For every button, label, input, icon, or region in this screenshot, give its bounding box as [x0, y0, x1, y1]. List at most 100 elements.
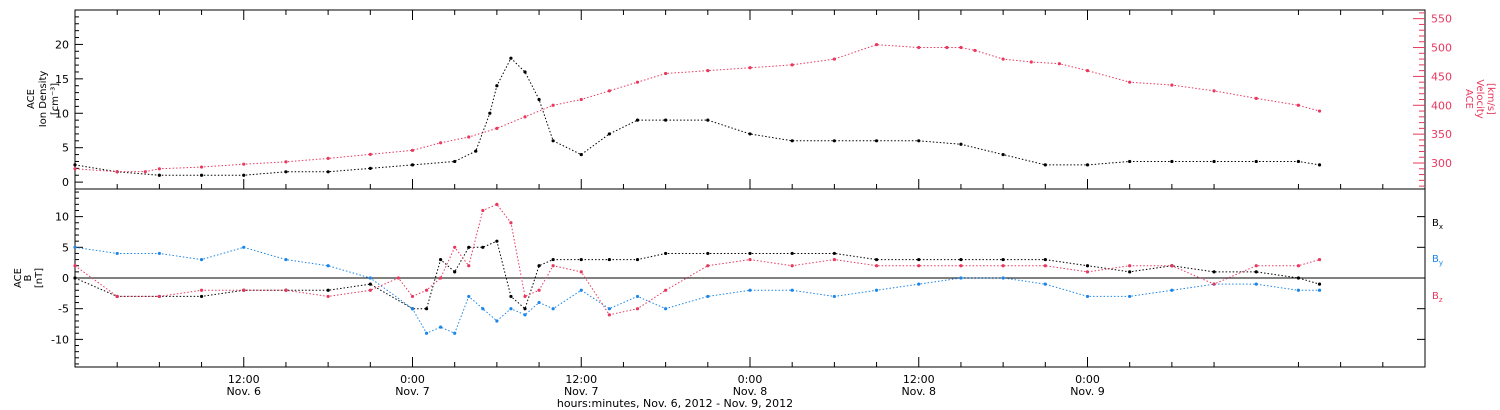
by-trace: [74, 246, 1320, 334]
velocity-point: [284, 160, 288, 164]
bz-point: [1317, 257, 1322, 262]
bottom-left-tick-label: 10: [55, 211, 69, 224]
velocity-point: [1254, 96, 1258, 100]
top-left-axis-title-line-1: ACE: [26, 89, 37, 109]
velocity-point: [1085, 69, 1090, 73]
bottom-left-tick-label: -10: [51, 333, 69, 346]
velocity-point: [917, 45, 921, 50]
bx-trace: [74, 240, 1320, 310]
ion-density-point: [748, 132, 752, 136]
ion-density-point: [635, 118, 640, 122]
bx-point: [832, 251, 836, 256]
x-tick-date-label: Nov. 6: [226, 385, 261, 398]
top-left-tick-label: 20: [55, 38, 69, 51]
bz-point: [874, 264, 879, 268]
x-tick-time-label: 0:00: [1075, 373, 1100, 386]
velocity-point: [664, 71, 668, 76]
by-point: [917, 282, 921, 286]
bx-point: [790, 251, 794, 256]
x-tick-date-label: Nov. 7: [395, 385, 430, 398]
velocity-point: [973, 48, 977, 53]
ion-density-point: [410, 163, 415, 167]
x-tick-time-label: 0:00: [738, 373, 763, 386]
top-right-tick-label: 300: [1431, 157, 1452, 170]
bottom-left-axis-title-line-1: ACE: [13, 268, 24, 288]
by-point: [284, 257, 288, 262]
bottom-left-axis-title-line-3: [nT]: [34, 268, 45, 288]
top-right-tick-label: 500: [1431, 42, 1452, 55]
by-point: [326, 264, 330, 268]
bz-point: [157, 294, 161, 299]
bx-point: [1212, 270, 1216, 274]
bx-point: [959, 257, 963, 262]
top-left-tick-label: 0: [62, 176, 69, 189]
ion-density-point: [1043, 163, 1047, 167]
velocity-point: [959, 45, 963, 50]
by-point: [790, 288, 794, 292]
bx-point: [326, 288, 330, 292]
bz-point: [959, 264, 963, 268]
by-point: [1128, 294, 1132, 299]
ion-density-point: [368, 166, 372, 170]
ion-density-point: [326, 170, 330, 174]
bx-point: [917, 257, 921, 262]
x-tick-date-label: Nov. 9: [1070, 385, 1105, 398]
bx-point: [1254, 270, 1258, 274]
velocity-point: [368, 152, 372, 156]
x-tick-date-label: Nov. 8: [901, 385, 936, 398]
bz-point: [706, 264, 710, 268]
legend-bz: Bz: [1432, 291, 1443, 304]
bx-point: [1001, 257, 1005, 262]
by-point: [706, 294, 710, 299]
top-right-axis-title-line-3: [km/s]: [1485, 83, 1496, 115]
bottom-left-tick-label: -5: [58, 303, 69, 316]
bz-point: [523, 294, 527, 299]
bx-point: [1043, 257, 1047, 262]
velocity-point: [326, 156, 330, 160]
velocity-point: [748, 66, 752, 70]
bx-point: [1296, 276, 1301, 280]
ion-density-point: [664, 118, 668, 122]
ion-density-point: [832, 139, 836, 143]
by-point: [1170, 288, 1174, 292]
velocity-point: [607, 89, 611, 93]
x-tick-time-label: 12:00: [903, 373, 935, 386]
by-point: [1254, 282, 1258, 286]
top-right-axis-title-line-2: Velocity: [1474, 79, 1485, 118]
legend: Bx By Bz: [1432, 218, 1443, 304]
top-left-axis-title-line-2: Ion Density: [38, 71, 49, 128]
bottom-left-tick-label: 0: [62, 272, 69, 285]
ion-density-trace: [74, 57, 1320, 176]
x-tick-time-label: 12:00: [565, 373, 597, 386]
velocity-point: [945, 45, 949, 50]
ticks-layer: 0 5 10 15 20 300 350 400 450 500 550 -10 -5 0 5 10 12:00…: [51, 10, 1452, 398]
velocity-trace: [74, 44, 1320, 173]
by-point: [1043, 282, 1047, 286]
bz-point: [1001, 264, 1005, 268]
top-right-tick-label: 450: [1431, 70, 1452, 83]
by-point: [748, 288, 752, 292]
by-point: [73, 245, 77, 249]
marks-layer: [73, 43, 1322, 335]
legend-by: By: [1432, 254, 1443, 267]
velocity-point: [495, 126, 499, 130]
x-tick-date-label: Nov. 8: [733, 385, 768, 398]
bz-point: [917, 264, 921, 268]
top-right-tick-label: 350: [1431, 128, 1452, 141]
bz-point: [1296, 264, 1301, 268]
ion-density-point: [706, 118, 710, 122]
top-left-tick-label: 10: [55, 107, 69, 120]
bottom-left-axis-title-line-2: B: [23, 274, 34, 281]
velocity-point: [73, 167, 77, 171]
bz-point: [467, 264, 471, 268]
bz-point: [368, 288, 372, 292]
velocity-point: [790, 63, 794, 67]
bz-point: [1085, 270, 1090, 274]
top-right-axis-title-line-1: ACE: [1463, 89, 1474, 109]
bx-point: [874, 257, 879, 262]
bz-point: [1043, 264, 1047, 268]
ion-density-point: [1001, 152, 1005, 157]
top-left-tick-label: 15: [55, 73, 69, 86]
legend-bx: Bx: [1432, 218, 1443, 231]
top-right-tick-label: 400: [1431, 99, 1452, 112]
